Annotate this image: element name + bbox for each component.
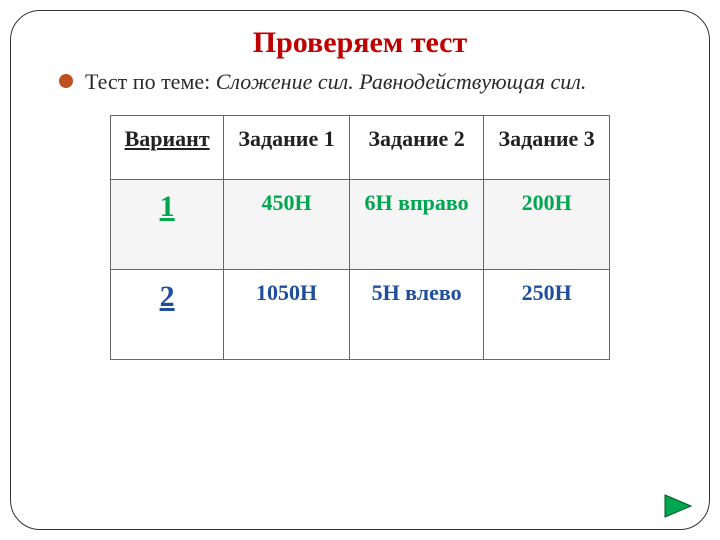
triangle-right-icon <box>663 493 693 519</box>
slide-title: Проверяем тест <box>51 26 669 60</box>
table-row: 1 450Н 6Н вправо 200Н <box>111 179 610 269</box>
slide-frame: Проверяем тест Тест по теме: Сложение си… <box>10 10 710 530</box>
col-task2: Задание 2 <box>349 115 483 179</box>
col-task1: Задание 1 <box>224 115 350 179</box>
answer-cell: 450Н <box>224 179 350 269</box>
answer-table-wrapper: Вариант Задание 1 Задание 2 Задание 3 1 … <box>51 115 669 360</box>
subtitle-lead: Тест по теме: <box>85 69 216 94</box>
bullet-icon <box>59 74 73 88</box>
subtitle-text: Тест по теме: Сложение сил. Равнодейству… <box>85 68 586 97</box>
table-row: 2 1050Н 5Н влево 250Н <box>111 269 610 359</box>
variant-cell: 2 <box>111 269 224 359</box>
subtitle-topic: Сложение сил. Равнодействующая сил. <box>216 69 587 94</box>
table-header-row: Вариант Задание 1 Задание 2 Задание 3 <box>111 115 610 179</box>
col-task3: Задание 3 <box>484 115 610 179</box>
answer-cell: 250Н <box>484 269 610 359</box>
next-slide-button[interactable] <box>663 493 693 519</box>
answer-cell: 5Н влево <box>349 269 483 359</box>
col-variant: Вариант <box>111 115 224 179</box>
answer-cell: 200Н <box>484 179 610 269</box>
answer-cell: 6Н вправо <box>349 179 483 269</box>
variant-cell: 1 <box>111 179 224 269</box>
answer-table: Вариант Задание 1 Задание 2 Задание 3 1 … <box>110 115 610 360</box>
answer-cell: 1050Н <box>224 269 350 359</box>
subtitle-row: Тест по теме: Сложение сил. Равнодейству… <box>59 68 669 97</box>
